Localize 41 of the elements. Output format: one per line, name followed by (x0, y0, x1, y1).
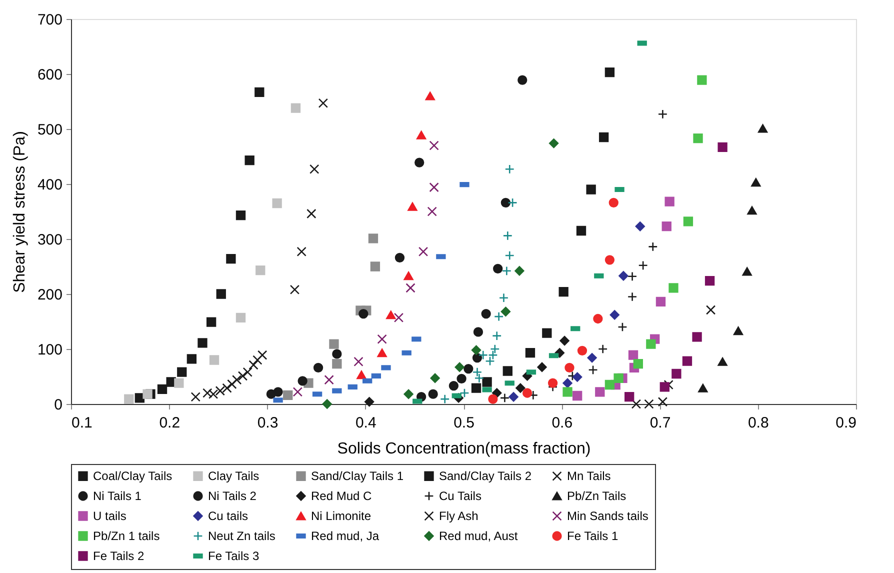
y-tick-label: 0 (54, 396, 62, 414)
y-tick-label: 100 (37, 342, 62, 358)
legend-label: Cu tails (208, 509, 248, 523)
legend-label: Clay Tails (208, 469, 260, 484)
x-tick-label: 0.3 (257, 414, 278, 432)
legend-label: Fe Tails 1 (567, 529, 618, 543)
y-tick-label: 400 (37, 176, 62, 194)
legend-label: Red Mud C (311, 489, 372, 503)
x-tick-label: 0.5 (454, 414, 474, 432)
legend-label: U tails (93, 509, 126, 523)
x-tick-label: 0.7 (650, 414, 671, 432)
y-tick-label: 300 (37, 232, 62, 248)
legend-label: Fe Tails 3 (208, 549, 260, 563)
legend-label: Fe Tails 2 (93, 549, 144, 563)
legend-label: Mn Tails (567, 469, 611, 484)
x-tick-label: 0.4 (355, 414, 376, 432)
legend-label: Neut Zn tails (208, 529, 276, 543)
legend-label: Red mud, Aust (439, 529, 518, 543)
legend-label: Sand/Clay Tails 2 (439, 469, 532, 484)
legend-label: Coal/Clay Tails (93, 469, 172, 484)
legend-label: Ni Limonite (311, 509, 372, 523)
y-tick-label: 600 (37, 66, 62, 84)
x-axis-title: Solids Concentration(mass fraction) (337, 440, 591, 458)
x-tick-label: 0.6 (552, 414, 573, 432)
legend-label: Pb/Zn Tails (567, 489, 626, 503)
x-tick-label: 0.9 (836, 414, 856, 432)
legend-label: Cu Tails (439, 489, 482, 503)
y-tick-label: 500 (37, 122, 62, 138)
legend-label: Pb/Zn 1 tails (93, 529, 160, 543)
y-axis-title: Shear yield stress (Pa) (11, 131, 28, 293)
x-tick-label: 0.1 (72, 414, 92, 432)
legend-label: Fly Ash (439, 509, 478, 523)
legend-label: Sand/Clay Tails 1 (311, 469, 404, 484)
legend-label: Red mud, Ja (311, 529, 380, 543)
y-tick-label: 200 (37, 286, 62, 304)
legend-label: Ni Tails 2 (208, 489, 257, 503)
x-tick-label: 0.2 (159, 414, 180, 432)
x-tick-label: 0.8 (748, 414, 769, 432)
legend-label: Min Sands tails (567, 509, 648, 523)
y-tick-label: 700 (37, 12, 62, 28)
legend-label: Ni Tails 1 (93, 489, 142, 503)
